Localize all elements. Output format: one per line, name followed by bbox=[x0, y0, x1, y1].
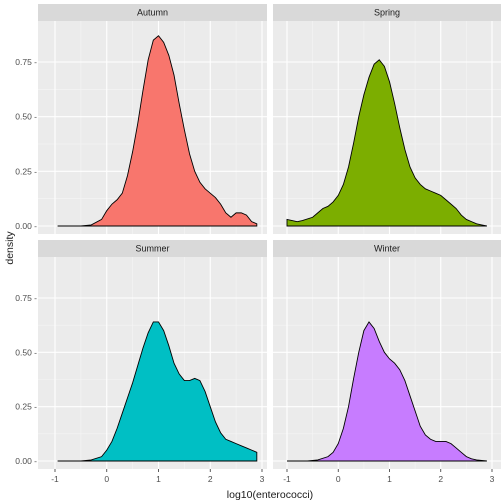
y-axis-title: density bbox=[4, 231, 16, 265]
y-tick-label: 0.00 - bbox=[15, 221, 37, 231]
x-tick-label: 0 bbox=[104, 474, 109, 484]
x-tick-label: 1 bbox=[387, 474, 392, 484]
y-tick-label: 0.75 - bbox=[15, 293, 37, 303]
facet-strip-label: Spring bbox=[374, 8, 400, 18]
x-axis-title: log10(enterococci) bbox=[227, 489, 313, 501]
x-tick-label: 0 bbox=[336, 474, 341, 484]
facet-panel: Winter -1 0 1 2 3 bbox=[273, 240, 501, 484]
facet-panel: Spring bbox=[273, 4, 501, 234]
facet-grid: Autumn 0.00 - 0.25 - 0.50 - 0.75 - Spring Summ… bbox=[15, 4, 501, 484]
y-tick-label: 0.50 - bbox=[15, 347, 37, 357]
y-tick-label: 0.25 - bbox=[15, 402, 37, 412]
facet-strip-label: Winter bbox=[374, 244, 400, 254]
y-tick-label: 0.25 - bbox=[15, 166, 37, 176]
facet-strip-label: Autumn bbox=[137, 8, 168, 18]
x-tick-label: 2 bbox=[438, 474, 443, 484]
density-area bbox=[286, 59, 487, 227]
facet-strip-label: Summer bbox=[135, 244, 169, 254]
density-area bbox=[57, 35, 258, 227]
facet-panel: Summer 0.00 - 0.25 - 0.50 - 0.75 - -1 0 1 2 3 bbox=[15, 240, 267, 484]
facet-strip bbox=[273, 240, 501, 257]
facet-strip bbox=[273, 4, 501, 21]
facet-strip bbox=[38, 240, 267, 257]
facet-strip bbox=[38, 4, 267, 21]
x-tick-label: 3 bbox=[260, 474, 265, 484]
y-tick-label: 0.00 - bbox=[15, 456, 37, 466]
density-area bbox=[57, 321, 258, 462]
density-area bbox=[287, 321, 487, 462]
x-tick-label: 2 bbox=[208, 474, 213, 484]
y-tick-label: 0.75 - bbox=[15, 57, 37, 67]
facet-panel: Autumn 0.00 - 0.25 - 0.50 - 0.75 - bbox=[15, 4, 267, 234]
x-tick-label: 1 bbox=[156, 474, 161, 484]
x-tick-label: -1 bbox=[51, 474, 59, 484]
x-tick-label: -1 bbox=[283, 474, 291, 484]
y-tick-label: 0.50 - bbox=[15, 112, 37, 122]
x-tick-label: 3 bbox=[490, 474, 495, 484]
